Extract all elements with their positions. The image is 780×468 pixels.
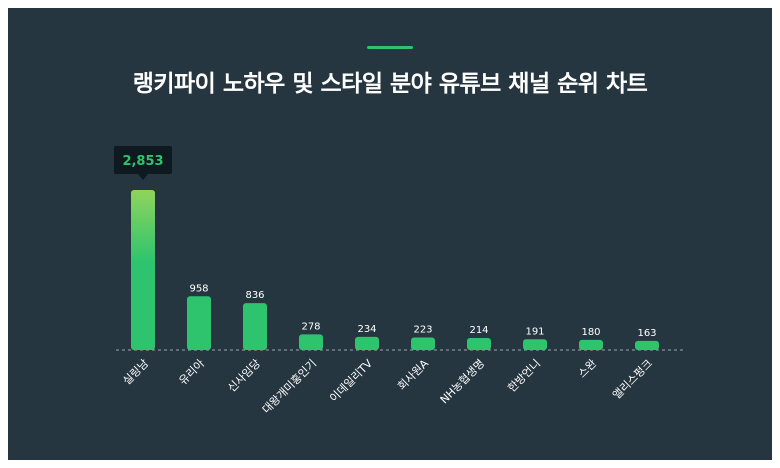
- tick-label: 회사원A: [395, 357, 431, 393]
- bar[interactable]: [411, 337, 435, 350]
- title-accent-line: [367, 46, 413, 49]
- tooltip-box: [114, 146, 172, 174]
- bar[interactable]: [131, 190, 155, 350]
- tick-label: 앨리스펑크: [610, 357, 655, 402]
- chart-title: 랭키파이 노하우 및 스타일 분야 유튜브 채널 순위 차트: [132, 71, 648, 97]
- data-label: 180: [581, 327, 600, 338]
- bar-chart: 2,853 실링남 958 유리아 836 신사임당 278 대왕개미홍인기 234 이데일리TV…: [114, 146, 686, 416]
- tick-label: 이데일리TV: [327, 356, 376, 405]
- data-label: 163: [637, 328, 656, 339]
- data-label: 191: [525, 326, 544, 337]
- tick-label: 스완: [576, 357, 600, 381]
- chart-panel: 랭키파이 노하우 및 스타일 분야 유튜브 채널 순위 차트 2,853 실링남 9…: [8, 8, 772, 460]
- tooltip-pointer: [138, 174, 148, 180]
- bar[interactable]: [243, 303, 267, 350]
- tick-label: 신사임당: [225, 357, 263, 395]
- bar[interactable]: [355, 336, 379, 350]
- tick-label: 대왕개미홍인기: [259, 356, 319, 416]
- data-label: 234: [357, 324, 376, 335]
- data-label: 223: [413, 324, 432, 335]
- data-label: 958: [189, 283, 208, 294]
- data-label: 214: [469, 325, 488, 336]
- bar[interactable]: [579, 339, 603, 350]
- bar[interactable]: [467, 337, 491, 350]
- data-label: 836: [245, 290, 264, 301]
- bar[interactable]: [187, 296, 211, 350]
- tick-label: 한방언니: [505, 357, 543, 395]
- tick-label: 실링남: [120, 357, 151, 388]
- bar[interactable]: [299, 334, 323, 350]
- tick-label: 유리아: [176, 357, 207, 388]
- data-label: 278: [301, 321, 320, 332]
- data-label: 2,853: [122, 154, 163, 169]
- value-tooltip: 2,853: [114, 146, 172, 180]
- tick-label: NH농협생명: [438, 357, 487, 406]
- bar[interactable]: [635, 340, 659, 350]
- bar[interactable]: [523, 339, 547, 350]
